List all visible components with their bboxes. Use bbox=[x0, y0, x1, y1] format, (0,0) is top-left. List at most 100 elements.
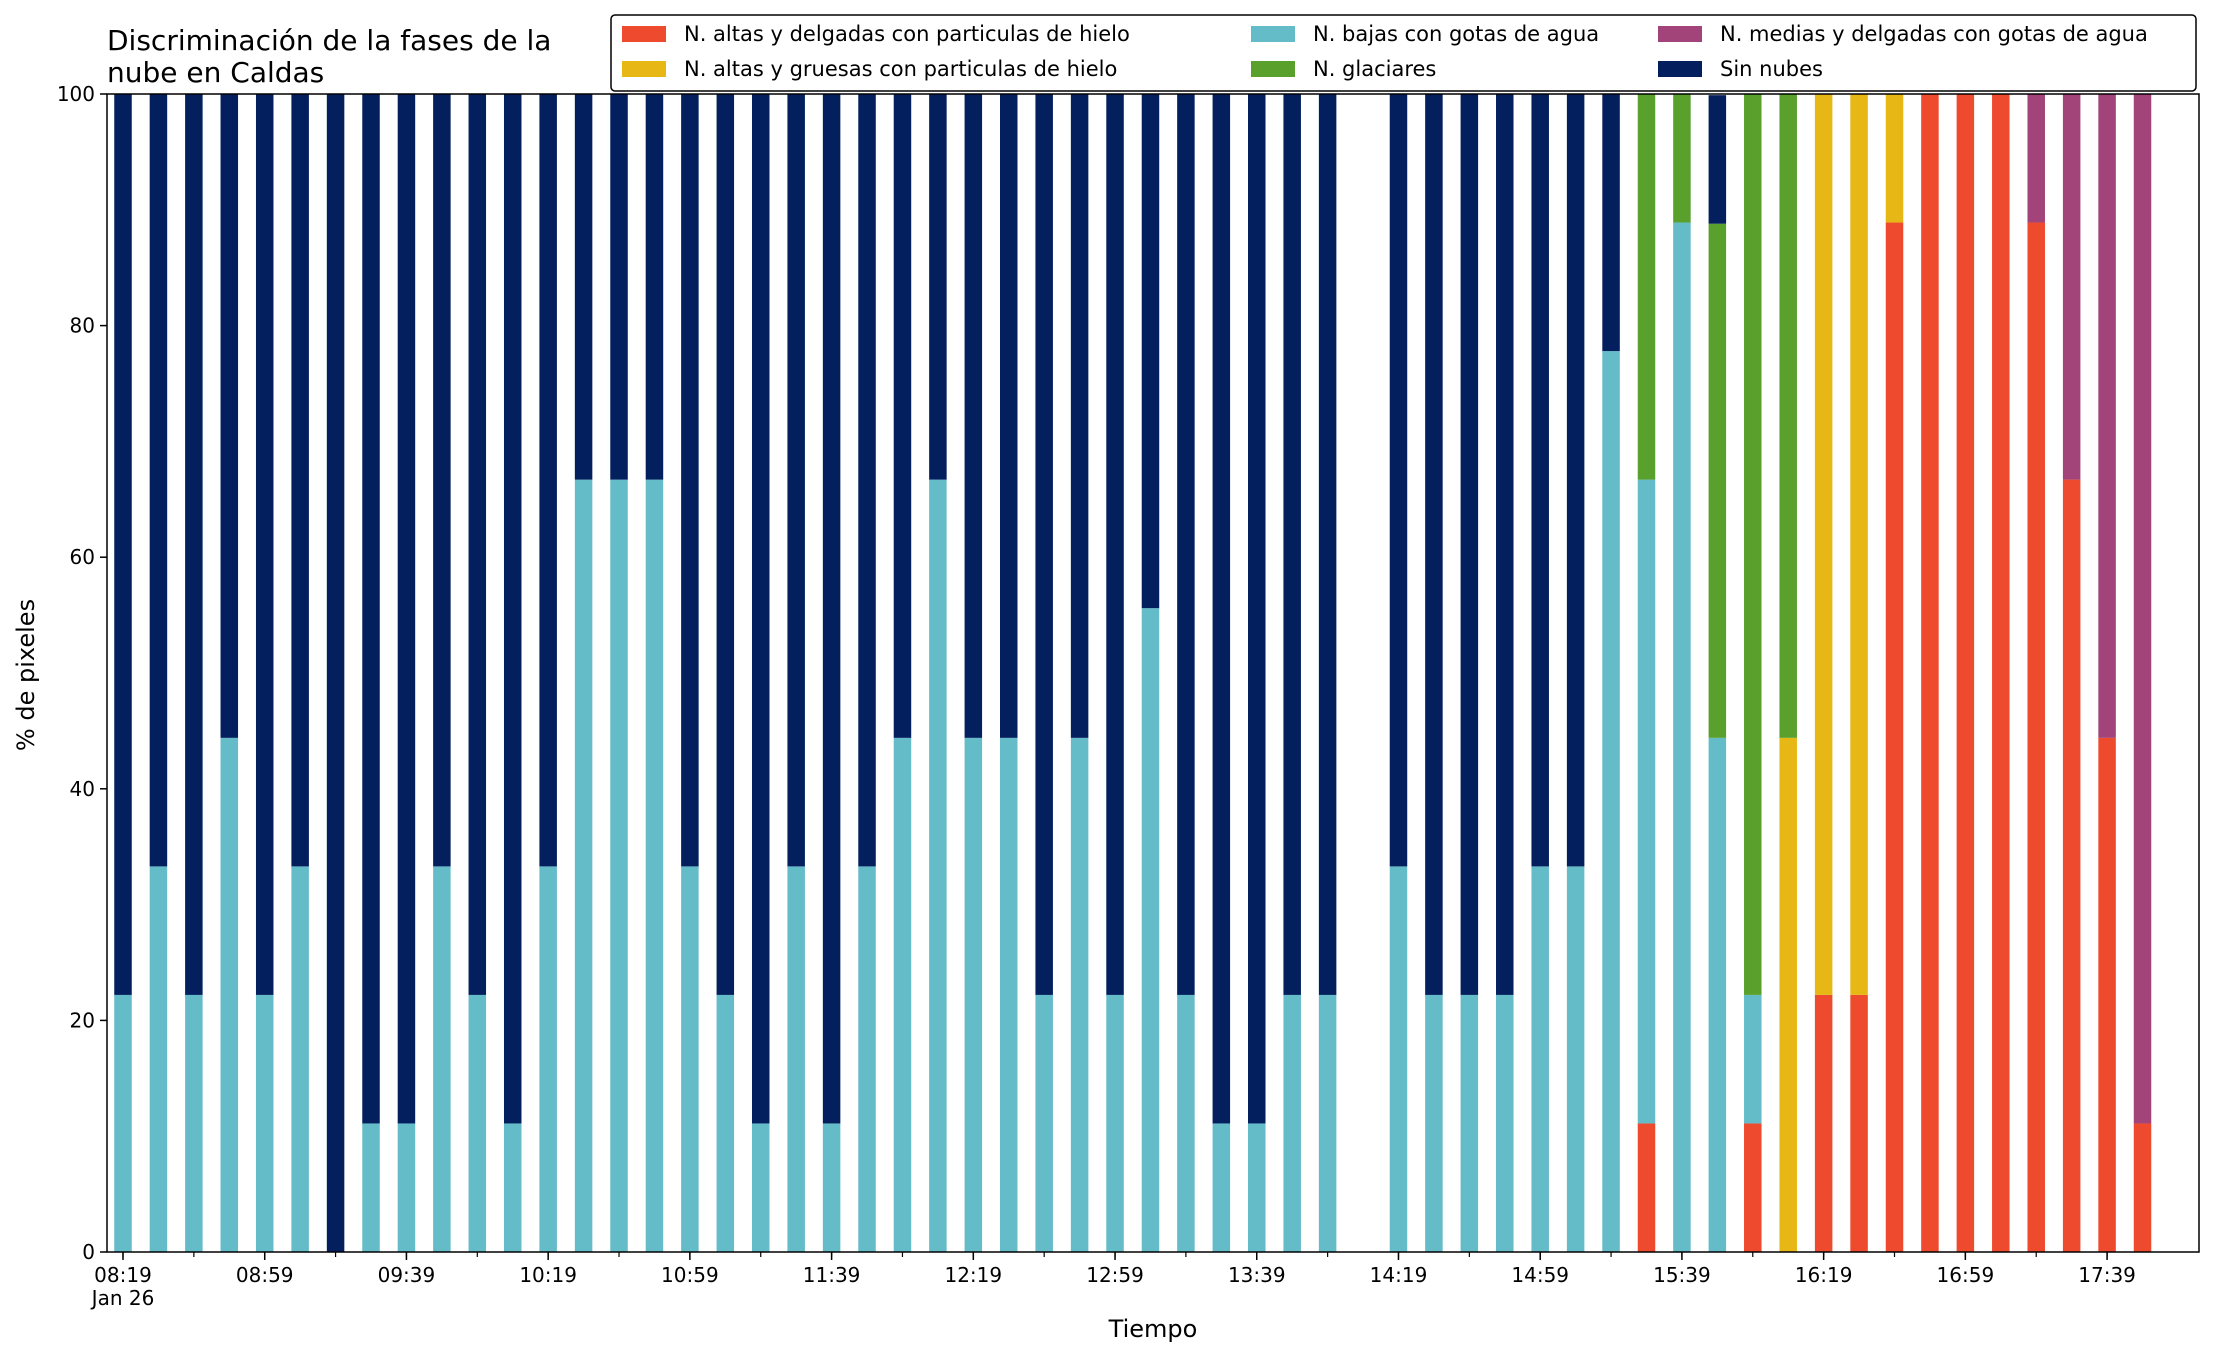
bar-segment bbox=[1496, 94, 1514, 995]
bar-segment bbox=[433, 94, 451, 867]
bar-segment bbox=[1637, 94, 1656, 480]
bar-segment bbox=[1389, 866, 1408, 1252]
bar-segment bbox=[397, 94, 416, 1124]
bar-segment bbox=[468, 94, 487, 995]
bar-segment bbox=[1425, 94, 1443, 995]
bar-segment bbox=[1814, 994, 1833, 1252]
x-tick-label: 08:59 bbox=[236, 1263, 294, 1287]
bar-segment bbox=[2062, 94, 2081, 480]
y-axis-label: % de pixeles bbox=[12, 599, 40, 751]
bar-segment bbox=[1496, 994, 1514, 1252]
bar-segment bbox=[255, 94, 274, 995]
bar-segment bbox=[2133, 94, 2152, 1124]
bar-segment bbox=[1814, 94, 1833, 995]
bar-segment bbox=[291, 94, 309, 867]
legend-label: N. altas y delgadas con particulas de hi… bbox=[684, 22, 1130, 46]
bar-segment bbox=[1602, 94, 1620, 352]
bar-segment bbox=[1035, 994, 1053, 1252]
legend-label: N. bajas con gotas de agua bbox=[1313, 22, 1599, 46]
x-tick-sublabel: Jan 26 bbox=[90, 1286, 155, 1310]
x-tick-label: 08:19 bbox=[94, 1263, 152, 1287]
y-tick-label: 100 bbox=[57, 82, 95, 106]
bar-segment bbox=[681, 866, 699, 1252]
bar-segment bbox=[893, 737, 912, 1252]
bar-segment bbox=[2098, 94, 2116, 738]
bar-segment bbox=[964, 94, 983, 738]
y-tick-label: 60 bbox=[70, 545, 95, 569]
bar-segment bbox=[1283, 994, 1301, 1252]
bar-segment bbox=[1212, 94, 1231, 1124]
bar-segment bbox=[645, 94, 664, 480]
y-tick-label: 20 bbox=[70, 1008, 95, 1032]
bar-segment bbox=[1177, 94, 1195, 995]
bar-segment bbox=[503, 1123, 522, 1252]
bar-segment bbox=[1248, 94, 1266, 1124]
x-tick-label: 16:59 bbox=[1937, 1263, 1995, 1287]
bar-segment bbox=[1744, 94, 1762, 995]
bar-segment bbox=[1921, 94, 1939, 1252]
legend-swatch bbox=[1658, 26, 1702, 42]
bar-segment bbox=[185, 94, 203, 995]
bar-segment bbox=[716, 94, 735, 995]
bar-segment bbox=[1602, 351, 1620, 1253]
chart-title-line: nube en Caldas bbox=[107, 56, 324, 89]
chart-title-line: Discriminación de la fases de la bbox=[107, 24, 551, 57]
bar-segment bbox=[1070, 737, 1089, 1252]
y-tick-label: 80 bbox=[70, 314, 95, 338]
bar-segment bbox=[114, 994, 132, 1252]
x-tick-label: 14:59 bbox=[1511, 1263, 1569, 1287]
legend-swatch bbox=[622, 61, 666, 77]
bar-segment bbox=[1212, 1123, 1231, 1252]
bar-segment bbox=[291, 866, 309, 1252]
x-tick-label: 10:59 bbox=[661, 1263, 719, 1287]
bar-segment bbox=[2027, 94, 2045, 223]
bar-segment bbox=[1708, 737, 1727, 1252]
bar-segment bbox=[1779, 94, 1797, 738]
bar-segment bbox=[787, 94, 805, 867]
bar-segment bbox=[1566, 866, 1585, 1252]
bar-segment bbox=[1460, 94, 1479, 995]
legend-box bbox=[610, 14, 2197, 92]
bar-segment bbox=[574, 94, 593, 480]
bar-segment bbox=[1708, 223, 1727, 738]
bar-segment bbox=[751, 94, 770, 1124]
bar-segment bbox=[1708, 95, 1727, 224]
bar-segment bbox=[1531, 866, 1549, 1252]
bar-segment bbox=[1885, 94, 1904, 223]
bar-segment bbox=[2027, 222, 2045, 1252]
bar-segment bbox=[1637, 1123, 1656, 1252]
bar-segment bbox=[681, 94, 699, 867]
bar-segment bbox=[1070, 94, 1089, 738]
x-tick-label: 12:19 bbox=[944, 1263, 1002, 1287]
legend-swatch bbox=[1251, 61, 1295, 77]
bar-segment bbox=[1000, 737, 1018, 1252]
bar-segment bbox=[1318, 94, 1337, 995]
bar-segment bbox=[149, 866, 168, 1252]
legend-label: N. glaciares bbox=[1313, 57, 1436, 81]
bar-segment bbox=[1106, 94, 1124, 995]
bar-segment bbox=[220, 94, 239, 738]
bar-segment bbox=[822, 1123, 841, 1252]
bar-segment bbox=[1106, 994, 1124, 1252]
bar-segment bbox=[1141, 94, 1160, 609]
bar-segment bbox=[1850, 94, 1868, 995]
x-tick-label: 12:59 bbox=[1086, 1263, 1144, 1287]
bar-segment bbox=[1035, 94, 1053, 995]
bar-segment bbox=[1389, 94, 1408, 867]
bar-segment bbox=[787, 866, 805, 1252]
x-tick-label: 17:39 bbox=[2078, 1263, 2136, 1287]
bar-segment bbox=[1141, 608, 1160, 1252]
bar-segment bbox=[1283, 94, 1301, 995]
bar-segment bbox=[929, 94, 947, 480]
legend-swatch bbox=[622, 26, 666, 42]
x-tick-label: 16:19 bbox=[1795, 1263, 1853, 1287]
x-tick-label: 11:39 bbox=[803, 1263, 861, 1287]
bar-segment bbox=[1956, 94, 1975, 1252]
bar-segment bbox=[539, 866, 557, 1252]
bar-segment bbox=[539, 94, 557, 867]
bar-segment bbox=[1779, 737, 1797, 1252]
bar-segment bbox=[362, 94, 380, 1124]
bar-segment bbox=[1531, 94, 1549, 867]
